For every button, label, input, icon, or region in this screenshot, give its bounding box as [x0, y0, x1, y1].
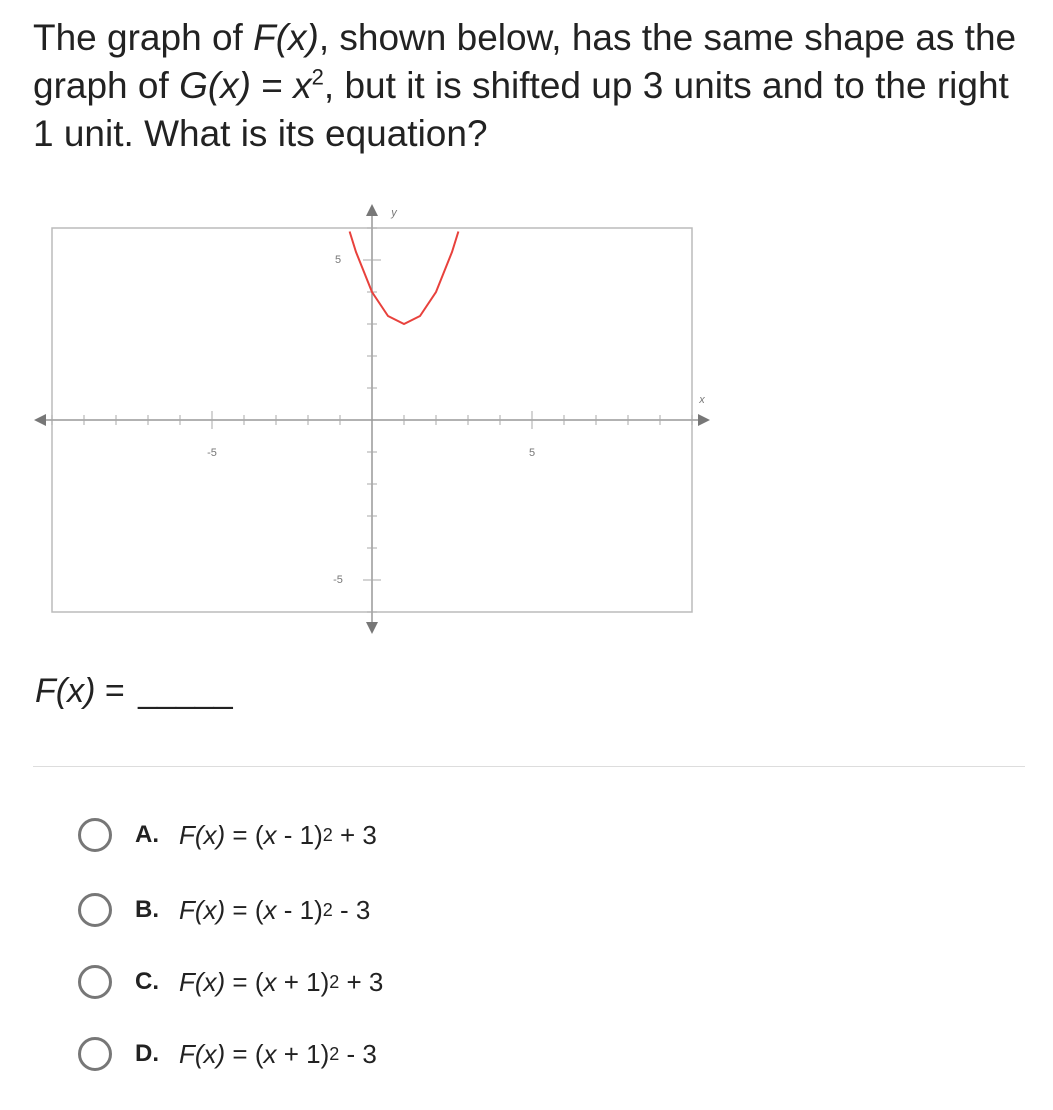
option-letter: D. — [135, 1040, 159, 1067]
option-equation: = ( — [225, 819, 264, 850]
option-equation: x — [263, 966, 277, 997]
separator — [33, 766, 1025, 767]
question-text: 2 — [311, 64, 324, 90]
option-equation: + 3 — [332, 819, 377, 850]
x-axis-label: x — [698, 394, 705, 406]
option-equation: + 1) — [276, 1038, 330, 1069]
answer-blank: _____ — [138, 672, 233, 710]
option[interactable]: B. F(x) = (x - 1) 2 - 3 — [78, 890, 370, 930]
radio-button[interactable] — [78, 1037, 112, 1071]
option-equation: = ( — [225, 966, 264, 997]
question-text: G(x) — [179, 65, 251, 106]
answer-label: F(x) — [35, 672, 96, 710]
option-equation: = ( — [225, 894, 264, 925]
question-text: , shown below, has the same shape as the… — [33, 17, 1017, 106]
option-equation: + 3 — [339, 966, 384, 997]
question: The graph of F(x), shown below, has the … — [33, 14, 1023, 158]
option[interactable]: A. F(x) = (x - 1) 2 + 3 — [78, 815, 377, 855]
y-tick-label: 5 — [335, 254, 341, 266]
radio-button[interactable] — [78, 965, 112, 999]
radio-button[interactable] — [78, 818, 112, 852]
x-tick-label: -5 — [207, 447, 217, 459]
option[interactable]: C. F(x) = (x + 1) 2 + 3 — [78, 962, 383, 1002]
option-letter: C. — [135, 968, 159, 995]
option-equation: 2 — [322, 824, 333, 845]
option-equation: - 1) — [276, 819, 323, 850]
option-equation: - 3 — [332, 894, 371, 925]
option-equation: x — [263, 1038, 277, 1069]
question-text: , but it is shifted up 3 units and to th… — [33, 65, 1009, 154]
option[interactable]: D. F(x) = (x + 1) 2 - 3 — [78, 1034, 377, 1074]
question-text: = — [251, 65, 294, 106]
option-equation: F(x) — [179, 819, 226, 850]
question-text: x — [293, 65, 312, 106]
option-equation: x — [263, 894, 277, 925]
option-letter: B. — [135, 896, 159, 923]
answer: F(x) = _____ — [35, 672, 233, 711]
question-text: The graph of — [33, 17, 254, 58]
radio-button[interactable] — [78, 893, 112, 927]
question-text: F(x) — [253, 17, 319, 58]
option-equation: - 3 — [339, 1038, 377, 1069]
y-tick-label: -5 — [333, 574, 343, 586]
option-equation: = ( — [225, 1038, 264, 1069]
option-letter: A. — [135, 821, 159, 848]
option-equation: + 1) — [276, 966, 330, 997]
option-equation: 2 — [322, 899, 333, 920]
curve — [348, 231, 460, 326]
option-equation: - 1) — [276, 894, 323, 925]
x-tick-label: 5 — [529, 447, 535, 459]
option-equation: x — [263, 819, 277, 850]
option-equation: F(x) — [179, 894, 226, 925]
option-equation: 2 — [329, 1043, 340, 1064]
answer-label: = — [95, 672, 135, 710]
option-equation: F(x) — [179, 966, 226, 997]
option-equation: F(x) — [179, 1038, 226, 1069]
y-axis-label: y — [390, 207, 398, 219]
option-equation: 2 — [329, 971, 340, 992]
graph: -5 5 -5 5 x y — [34, 204, 710, 634]
